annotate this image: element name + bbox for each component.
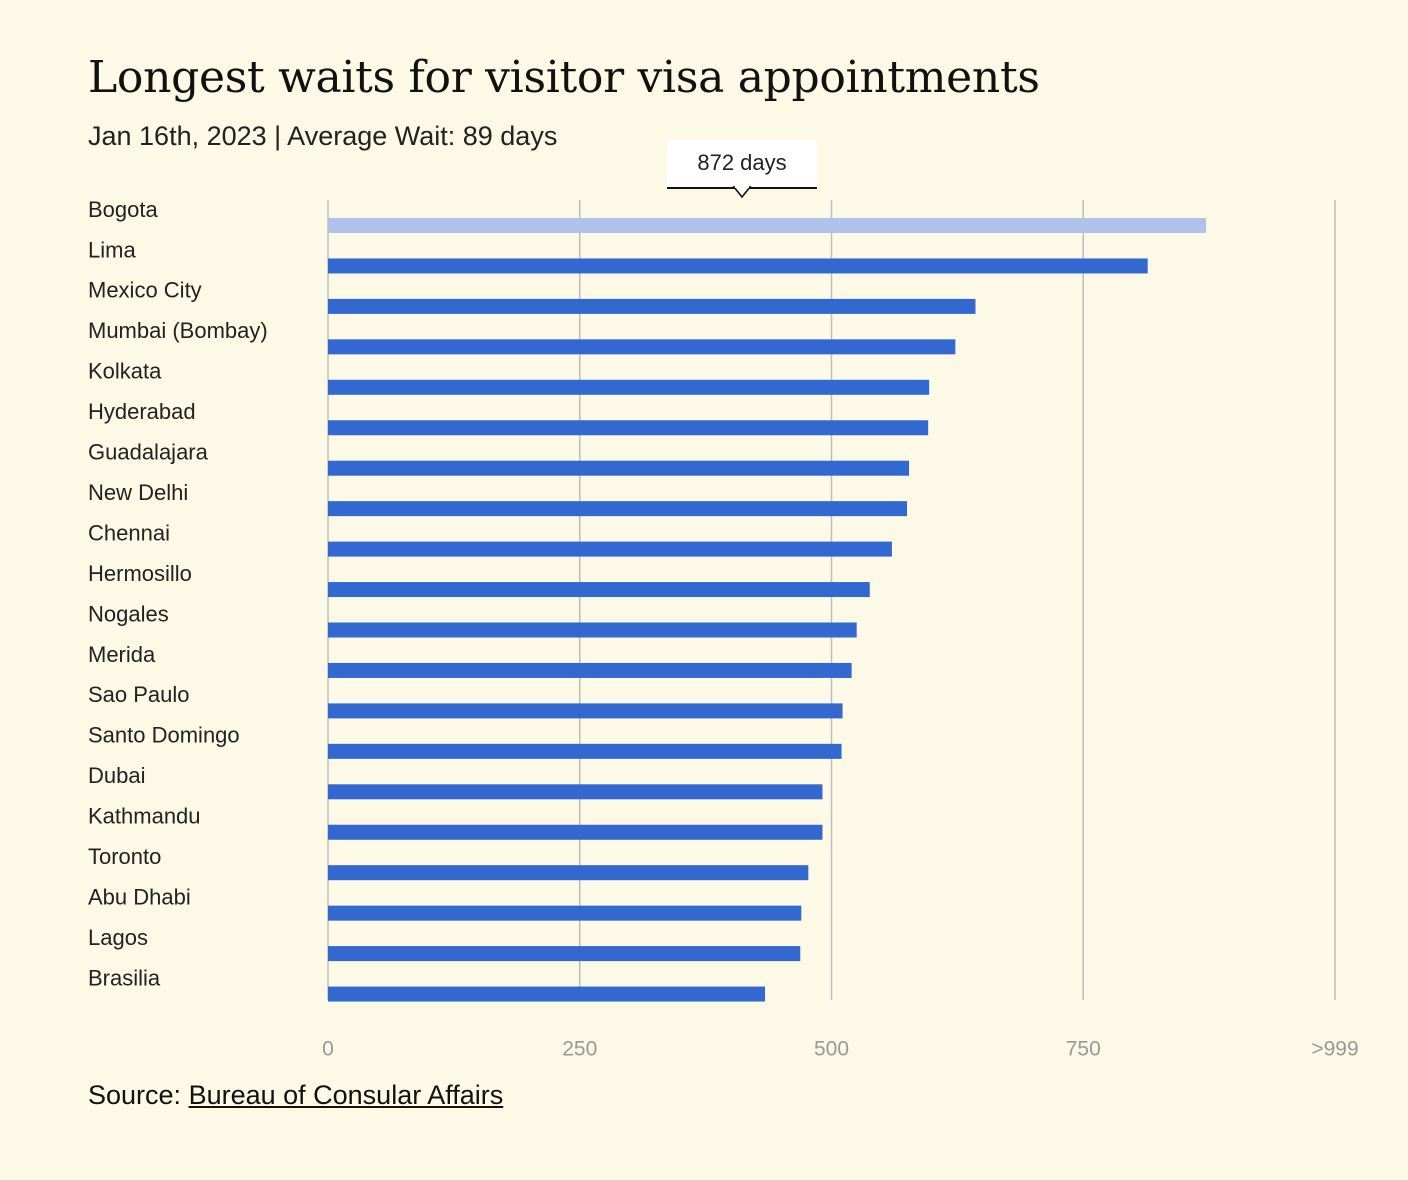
category-label: Lima	[88, 237, 136, 262]
bar-dubai[interactable]	[328, 784, 823, 800]
bar-lagos[interactable]	[328, 946, 801, 962]
tooltip-box	[667, 140, 817, 188]
bar-sao-paulo[interactable]	[328, 703, 843, 719]
bar-new-delhi[interactable]	[328, 501, 908, 517]
bar-bogota[interactable]	[328, 218, 1207, 233]
category-label: Brasilia	[88, 965, 161, 990]
category-label: Lagos	[88, 925, 148, 950]
bar-kathmandu[interactable]	[328, 824, 823, 840]
bar-mexico-city[interactable]	[328, 298, 976, 314]
category-label: Santo Domingo	[88, 723, 240, 748]
chart-title: Longest waits for visitor visa appointme…	[88, 52, 1040, 103]
category-label: New Delhi	[88, 480, 188, 505]
tooltip-pointer-mask	[735, 185, 749, 188]
category-label: Bogota	[88, 197, 158, 222]
category-label: Mumbai (Bombay)	[88, 318, 268, 343]
chart-subtitle: Jan 16th, 2023 | Average Wait: 89 days	[88, 121, 558, 151]
category-label: Kathmandu	[88, 804, 201, 829]
category-label: Merida	[88, 642, 156, 667]
bar-abu-dhabi[interactable]	[328, 905, 802, 921]
bar-guadalajara[interactable]	[328, 460, 910, 476]
bar-lima[interactable]	[328, 258, 1148, 274]
value-tooltip: 872 days	[667, 140, 817, 199]
x-tick-label: 0	[322, 1038, 334, 1061]
bar-hermosillo[interactable]	[328, 582, 870, 598]
category-label: Chennai	[88, 520, 170, 545]
category-label: Dubai	[88, 763, 145, 788]
bar-mumbai-bombay[interactable]	[328, 339, 956, 355]
category-label: Abu Dhabi	[88, 884, 191, 909]
x-tick-label: 250	[562, 1038, 597, 1061]
x-tick-label: 500	[814, 1038, 849, 1061]
category-label: Hermosillo	[88, 561, 192, 586]
category-label: Sao Paulo	[88, 682, 190, 707]
category-label: Nogales	[88, 601, 169, 626]
category-label: Toronto	[88, 844, 161, 869]
bar-nogales[interactable]	[328, 622, 857, 638]
bar-toronto[interactable]	[328, 865, 809, 881]
source-line: Source: Bureau of Consular Affairs	[88, 1080, 503, 1111]
category-label: Hyderabad	[88, 399, 196, 424]
bar-kolkata[interactable]	[328, 379, 930, 395]
x-tick-label: >999	[1311, 1038, 1358, 1061]
bar-chennai[interactable]	[328, 541, 892, 557]
category-label: Kolkata	[88, 359, 162, 384]
category-label: Guadalajara	[88, 440, 209, 465]
x-tick-label: 750	[1066, 1038, 1101, 1061]
bar-hyderabad[interactable]	[328, 420, 929, 436]
bar-santo-domingo[interactable]	[328, 743, 842, 759]
source-link[interactable]: Bureau of Consular Affairs	[188, 1080, 504, 1110]
bar-merida[interactable]	[328, 662, 852, 678]
bar-brasilia[interactable]	[328, 986, 766, 1002]
category-label: Mexico City	[88, 278, 202, 303]
source-prefix: Source:	[88, 1080, 189, 1110]
tooltip-pointer	[732, 186, 752, 199]
tooltip-text: 872 days	[697, 150, 786, 175]
